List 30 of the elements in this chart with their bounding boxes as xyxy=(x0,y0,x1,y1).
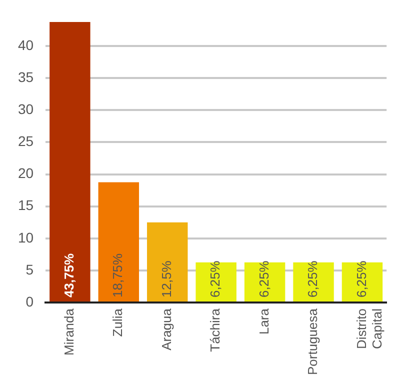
data-label: 18,75% xyxy=(110,252,126,298)
y-tick-label: 40 xyxy=(18,36,34,53)
x-tick-label: Zulia xyxy=(110,308,126,337)
y-tick-label: 20 xyxy=(18,165,34,182)
bar xyxy=(342,262,383,302)
bar xyxy=(98,182,140,302)
y-tick-label: 35 xyxy=(18,68,34,85)
y-tick-label: 5 xyxy=(26,261,34,278)
x-tick-label: Aragua xyxy=(158,308,174,350)
x-tick-label: Distrito Capital xyxy=(354,308,384,349)
bar xyxy=(293,262,334,302)
data-label: 43,75% xyxy=(62,252,77,298)
data-label: 12,5% xyxy=(158,260,174,298)
y-tick-label: 15 xyxy=(18,197,34,214)
x-tick-label: Portuguesa xyxy=(305,308,320,376)
bar xyxy=(196,262,236,302)
y-tick-label: 10 xyxy=(18,229,34,246)
data-label: 6,25% xyxy=(354,260,369,298)
x-tick-label: Lara xyxy=(256,308,272,335)
bar xyxy=(50,22,90,302)
bar xyxy=(244,262,286,302)
data-label: 6,25% xyxy=(305,260,320,298)
x-tick-label: Táchira xyxy=(208,308,223,352)
data-label: 6,25% xyxy=(208,260,223,298)
y-tick-label: 25 xyxy=(18,133,34,150)
x-tick-label: Miranda xyxy=(62,308,77,356)
bar xyxy=(147,222,188,302)
y-tick-label: 0 xyxy=(26,293,34,310)
data-label: 6,25% xyxy=(256,260,272,298)
y-tick-label: 30 xyxy=(18,101,34,118)
